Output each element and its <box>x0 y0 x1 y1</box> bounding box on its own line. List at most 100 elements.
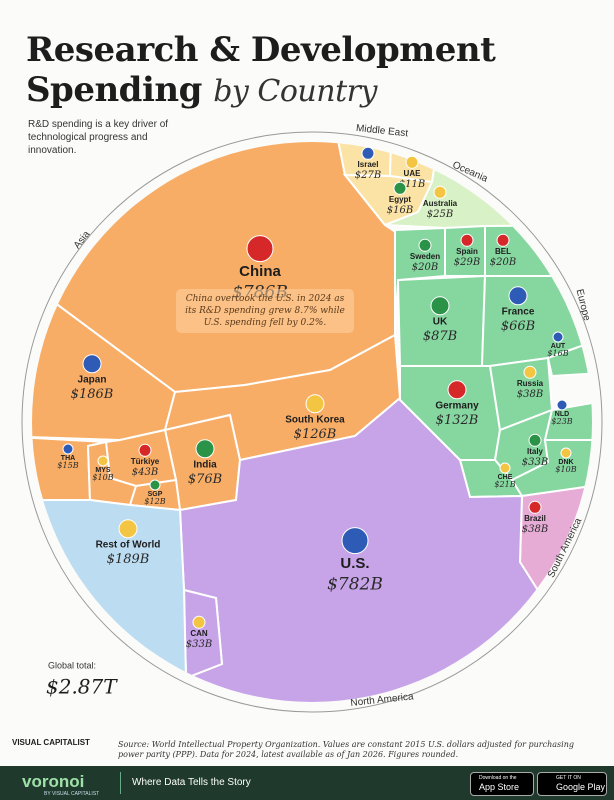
country-name: NLD <box>555 411 569 418</box>
value-label: $29B <box>454 257 480 268</box>
country-name: CHE <box>498 474 513 481</box>
flag <box>405 155 419 169</box>
value-label: $20B <box>490 257 516 268</box>
flag <box>393 181 407 195</box>
flag <box>430 296 450 316</box>
country-name: Rest of World <box>96 540 161 551</box>
tagline: Where Data Tells the Story <box>132 777 251 788</box>
flag <box>246 235 274 263</box>
flag <box>82 354 102 374</box>
value-label: $23B <box>551 417 572 426</box>
country-name: France <box>502 307 535 318</box>
country-name: South Korea <box>285 415 345 426</box>
flag <box>528 500 542 514</box>
country-name: Israel <box>358 160 379 169</box>
cell <box>394 226 446 336</box>
country-name: THA <box>61 455 75 462</box>
app-store-button[interactable]: Download on the App Store <box>470 772 534 796</box>
cell <box>32 499 187 702</box>
flag <box>192 615 206 629</box>
value-label: $126B <box>294 427 337 442</box>
flag <box>523 365 537 379</box>
value-label: $33B <box>522 457 548 468</box>
country-name: Germany <box>435 401 479 412</box>
flag <box>556 399 568 411</box>
value-label: $76B <box>188 472 222 487</box>
flag <box>305 394 325 414</box>
country-name: Sweden <box>410 252 440 261</box>
flag <box>560 447 572 459</box>
flag <box>496 233 510 247</box>
value-label: $38B <box>517 389 543 400</box>
play-small: GET IT ON <box>556 775 581 781</box>
country-name: Russia <box>517 379 544 388</box>
country-name: India <box>193 460 217 471</box>
value-label: $25B <box>427 209 453 220</box>
country-name: AUT <box>551 343 566 350</box>
country-name: BEL <box>495 247 511 256</box>
value-label: $16B <box>547 349 568 358</box>
app-store: App Store <box>479 782 520 792</box>
country-name: UK <box>433 317 448 328</box>
flag <box>418 238 432 252</box>
country-name: Spain <box>456 247 478 256</box>
country-name: MYS <box>95 467 111 474</box>
country-name: Japan <box>78 375 107 386</box>
value-label: $27B <box>355 170 381 181</box>
logo: VISUAL CAPITALIST <box>12 738 90 747</box>
region-label: Asia <box>72 229 93 251</box>
flag <box>195 439 215 459</box>
flag <box>528 433 542 447</box>
value-label: $43B <box>132 467 158 478</box>
country-name: Italy <box>527 447 544 456</box>
region-label: Europe <box>574 288 593 322</box>
country-name: Egypt <box>389 195 412 204</box>
total-value: $2.87T <box>46 675 118 699</box>
value-label: $186B <box>71 387 114 402</box>
title: Spending by Country <box>26 70 377 110</box>
brand-sub: BY VISUAL CAPITALIST <box>44 791 100 797</box>
flag <box>447 380 467 400</box>
country-name: SGP <box>148 491 163 498</box>
region-label: Middle East <box>355 123 408 139</box>
flag <box>508 286 528 306</box>
play: Google Play <box>556 782 606 792</box>
flag <box>361 146 375 160</box>
flag <box>460 233 474 247</box>
value-label: $12B <box>144 497 165 506</box>
flag <box>138 443 152 457</box>
value-label: $132B <box>436 413 479 428</box>
title: Research & Development <box>26 30 496 70</box>
brand: voronoi <box>22 772 85 791</box>
value-label: $189B <box>107 552 150 567</box>
region-label: Oceania <box>451 160 490 185</box>
total-title: Global total: <box>48 660 96 670</box>
country-name: China <box>239 263 281 280</box>
country-name: Türkiye <box>131 457 160 466</box>
subtitle: R&D spending is a key driver of technolo… <box>28 119 169 156</box>
app-store-small: Download on the <box>479 775 517 781</box>
country-name: UAE <box>404 169 422 178</box>
flag <box>97 455 109 467</box>
play-button[interactable]: GET IT ON Google Play <box>537 772 607 796</box>
country-name: Brazil <box>524 514 546 523</box>
value-label: $38B <box>522 524 548 535</box>
flag <box>118 519 138 539</box>
flag <box>552 331 564 343</box>
value-label: $21B <box>494 480 515 489</box>
annotation: China overtook the U.S. in 2024 as its R… <box>176 289 354 333</box>
value-label: $15B <box>57 461 78 470</box>
title: Spending <box>26 70 202 110</box>
country-name: Australia <box>423 199 458 208</box>
flag <box>433 185 447 199</box>
flag <box>341 527 369 555</box>
country-name: DNK <box>558 459 573 466</box>
flag <box>499 462 511 474</box>
value-label: $10B <box>555 465 576 474</box>
value-label: $87B <box>423 329 457 344</box>
source: Source: World Intellectual Property Orga… <box>118 740 574 759</box>
country-name: U.S. <box>340 555 369 572</box>
value-label: $20B <box>412 262 438 273</box>
